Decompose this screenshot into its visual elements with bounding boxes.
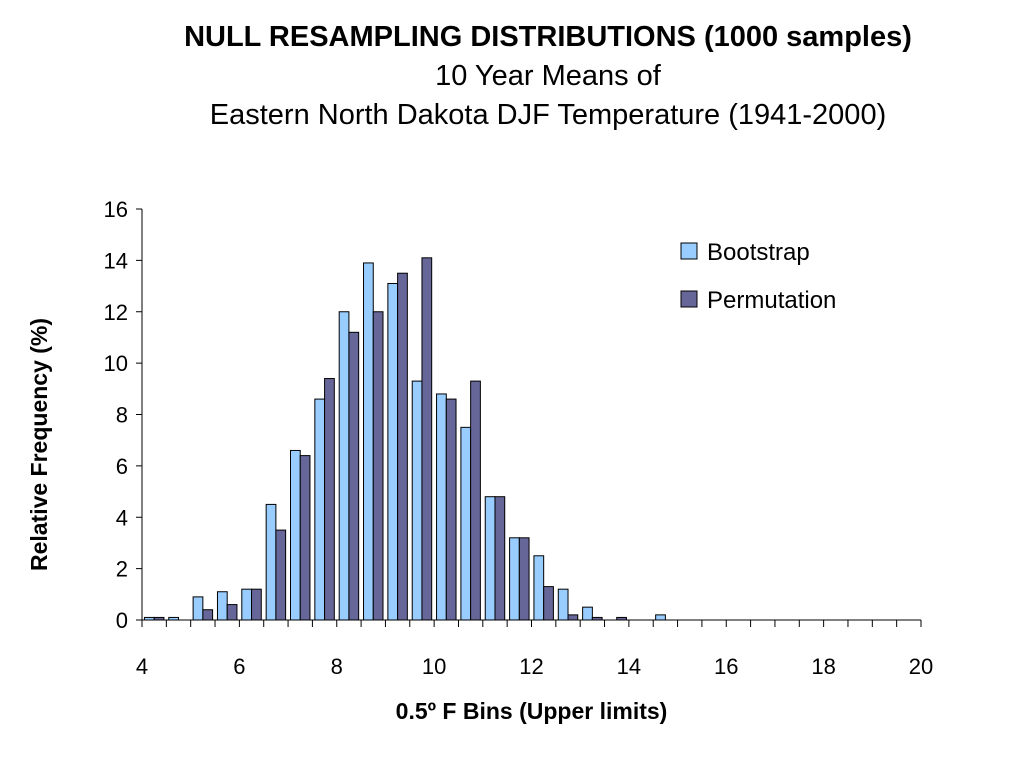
x-tick-label: 16 [714,654,738,679]
x-tick-label: 14 [617,654,641,679]
y-tick-label: 2 [116,557,128,582]
x-tick-label: 8 [331,654,343,679]
legend-swatch-permutation [680,290,698,308]
y-axis-title: Relative Frequency (%) [26,318,52,571]
bar-bootstrap-13 [557,588,569,621]
bar-bootstrap-7 [265,503,277,621]
x-tick-label: 4 [136,654,148,679]
bar-permutation-11.5 [494,496,506,621]
bar-bootstrap-12.5 [533,555,545,621]
bar-bootstrap-7.5 [289,449,301,621]
bar-permutation-10 [421,257,433,621]
bar-permutation-7 [275,529,287,621]
bar-bootstrap-6.5 [241,588,253,621]
bar-permutation-7.5 [299,455,311,621]
bar-permutation-6.5 [251,588,262,621]
x-tick-label: 18 [811,654,835,679]
bar-bootstrap-8.5 [338,311,350,621]
bar-permutation-6 [226,604,238,621]
bar-bootstrap-10 [411,380,423,621]
bar-bootstrap-15 [655,614,666,621]
chart-title: NULL RESAMPLING DISTRIBUTIONS (1000 samp… [184,21,912,53]
legend-label-permutation: Permutation [707,287,836,314]
y-tick-label: 6 [116,454,128,479]
legend-label-bootstrap: Bootstrap [707,239,810,266]
y-tick-label: 8 [116,403,128,428]
bar-bootstrap-10.5 [436,393,447,621]
y-tick-label: 4 [116,505,128,530]
legend: Bootstrap Permutation [680,239,836,314]
x-tick-labels: 4 6 8 10 12 14 16 18 20 [136,654,933,679]
bar-bootstrap-12 [509,537,520,621]
bar-permutation-8 [324,378,335,621]
x-tick-label: 20 [909,654,933,679]
tick-marks [136,208,922,627]
y-tick-label: 12 [104,300,128,325]
y-tick-labels: 0 2 4 6 8 10 12 14 16 [104,197,128,633]
legend-swatch-bootstrap [680,242,698,260]
bar-bootstrap-13.5 [582,606,593,621]
bar-permutation-9 [372,311,384,621]
bar-bootstrap-6 [216,591,228,621]
bar-bootstrap-11.5 [484,496,496,621]
y-tick-label: 0 [116,608,128,633]
y-tick-label: 16 [104,197,128,222]
bar-permutation-11 [470,380,481,621]
bar-bootstrap-8 [314,398,326,621]
bar-permutation-12 [518,537,530,621]
x-axis-title: 0.5º F Bins (Upper limits) [396,698,668,724]
chart-subtitle-line-2: Eastern North Dakota DJF Temperature (19… [209,99,887,131]
bar-bootstrap-9 [363,262,374,621]
bar-permutation-8.5 [348,331,360,621]
bars [143,257,666,621]
chart-subtitle-line-1: 10 Year Means of [435,60,661,92]
x-tick-label: 12 [519,654,543,679]
bar-permutation-12.5 [543,586,554,621]
bar-bootstrap-11 [460,426,472,621]
x-tick-label: 6 [233,654,245,679]
bar-permutation-9.5 [397,272,408,621]
bar-permutation-5.5 [202,609,214,621]
y-tick-label: 10 [104,351,128,376]
chart-title-block: NULL RESAMPLING DISTRIBUTIONS (1000 samp… [80,18,1016,135]
bar-permutation-10.5 [445,398,457,621]
bar-bootstrap-5.5 [192,596,204,621]
bar-bootstrap-9.5 [387,282,399,621]
x-tick-label: 10 [422,654,446,679]
y-tick-label: 14 [104,248,128,273]
bar-permutation-13 [567,614,579,621]
